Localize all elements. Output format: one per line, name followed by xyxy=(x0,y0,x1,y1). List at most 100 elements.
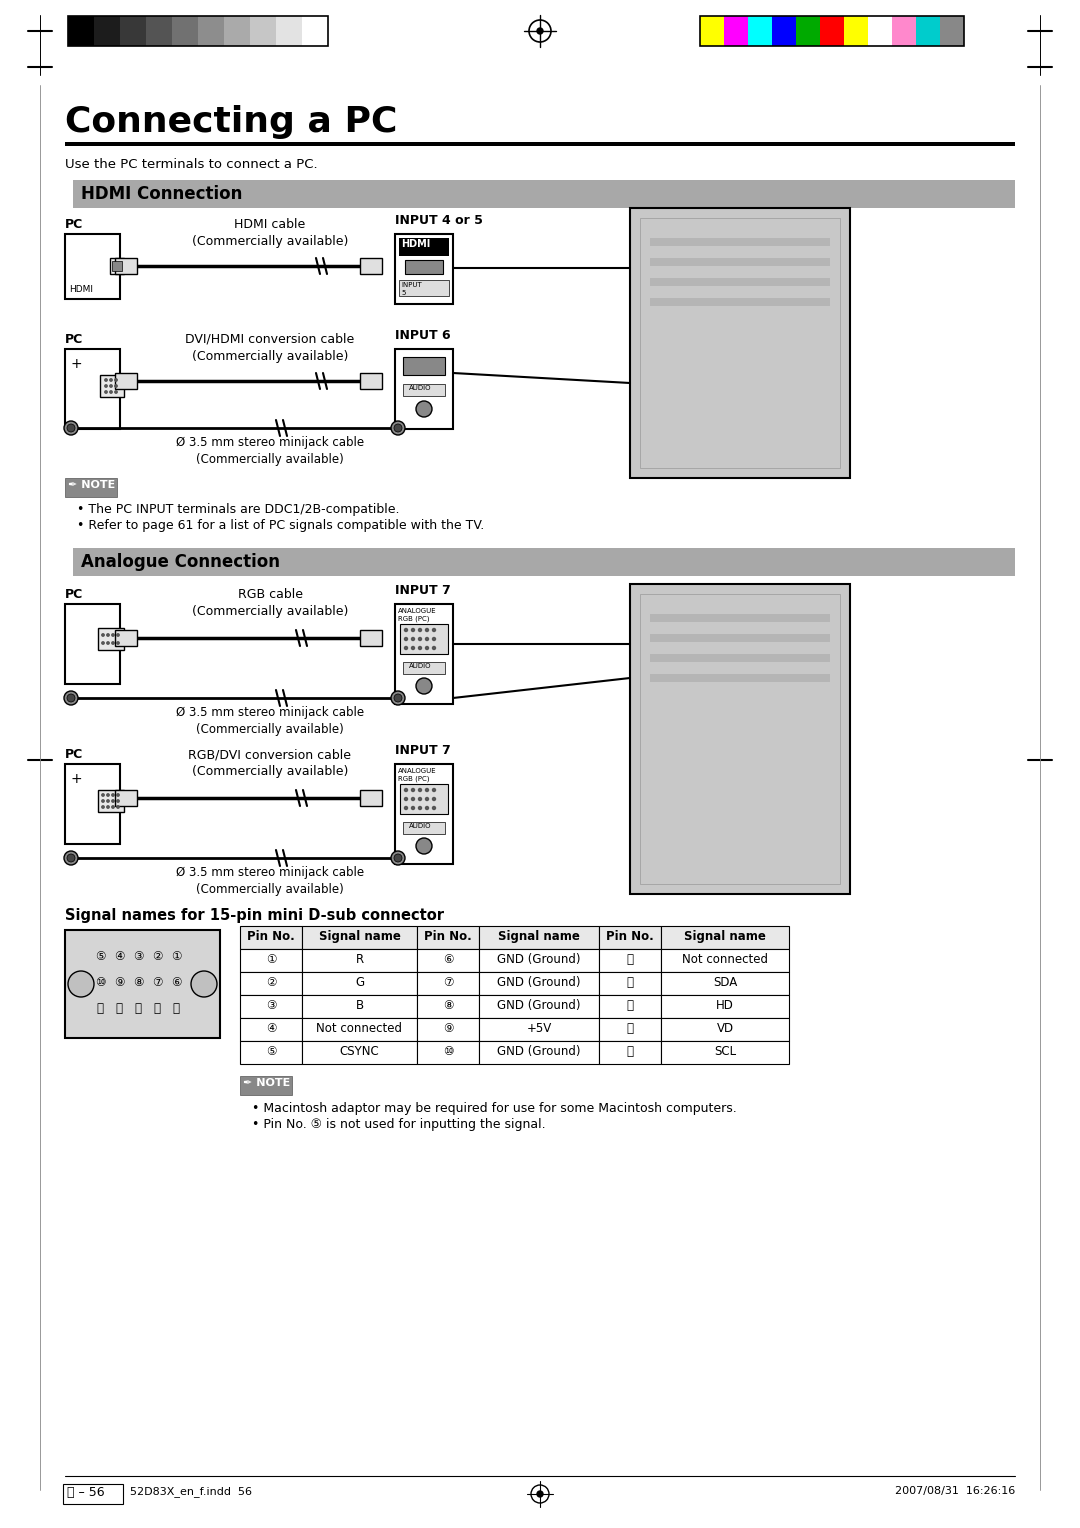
Text: ⑩: ⑩ xyxy=(95,976,105,989)
Bar xyxy=(650,298,831,306)
Circle shape xyxy=(394,423,402,432)
Circle shape xyxy=(105,385,107,387)
Text: RGB/DVI conversion cable
(Commercially available): RGB/DVI conversion cable (Commercially a… xyxy=(189,749,351,778)
Text: ⑨: ⑨ xyxy=(443,1022,454,1034)
Bar xyxy=(630,208,850,478)
Text: RGB (PC): RGB (PC) xyxy=(399,614,430,622)
Bar xyxy=(650,238,831,246)
Circle shape xyxy=(537,1491,543,1497)
Bar xyxy=(403,358,445,374)
Bar xyxy=(240,995,302,1018)
Text: ANALOGUE: ANALOGUE xyxy=(399,769,436,775)
Bar xyxy=(661,926,789,949)
Bar xyxy=(112,261,122,270)
Circle shape xyxy=(117,799,119,802)
Bar xyxy=(302,972,417,995)
Circle shape xyxy=(405,646,407,649)
Bar xyxy=(98,790,124,811)
Text: ⑥: ⑥ xyxy=(171,976,181,989)
Text: R: R xyxy=(355,953,364,966)
Text: ③: ③ xyxy=(266,999,276,1012)
Circle shape xyxy=(191,970,217,996)
Circle shape xyxy=(117,805,119,808)
Bar xyxy=(661,972,789,995)
Bar xyxy=(405,260,443,274)
Text: INPUT
5: INPUT 5 xyxy=(401,283,422,296)
Circle shape xyxy=(432,798,435,801)
Bar xyxy=(599,926,661,949)
Bar xyxy=(599,1041,661,1063)
Bar xyxy=(661,1018,789,1041)
Text: +: + xyxy=(70,772,82,785)
Bar xyxy=(240,1041,302,1063)
Bar xyxy=(240,949,302,972)
Bar xyxy=(916,15,940,46)
Text: G: G xyxy=(355,976,364,989)
Text: ⑮: ⑮ xyxy=(96,1002,104,1015)
Text: ⑧: ⑧ xyxy=(443,999,454,1012)
Circle shape xyxy=(117,795,119,796)
Bar xyxy=(240,926,302,949)
Bar xyxy=(360,790,382,805)
Bar xyxy=(302,995,417,1018)
Circle shape xyxy=(432,807,435,810)
Circle shape xyxy=(432,788,435,792)
Text: GND (Ground): GND (Ground) xyxy=(497,1045,581,1057)
Text: ✒ NOTE: ✒ NOTE xyxy=(243,1077,291,1088)
Text: ⑥: ⑥ xyxy=(443,953,454,966)
Bar xyxy=(172,15,198,46)
Circle shape xyxy=(64,691,78,704)
Text: B: B xyxy=(355,999,364,1012)
Circle shape xyxy=(419,646,421,649)
Bar xyxy=(65,549,1015,576)
Circle shape xyxy=(432,637,435,640)
Text: RGB (PC): RGB (PC) xyxy=(399,775,430,781)
Circle shape xyxy=(419,628,421,631)
Bar xyxy=(599,1018,661,1041)
Bar xyxy=(650,614,831,622)
Bar xyxy=(65,234,120,299)
Circle shape xyxy=(426,637,429,640)
Bar xyxy=(114,790,137,805)
Bar xyxy=(120,15,146,46)
Circle shape xyxy=(405,807,407,810)
Text: SCL: SCL xyxy=(714,1045,737,1057)
Circle shape xyxy=(102,805,104,808)
Circle shape xyxy=(112,642,114,645)
Text: 52D83X_en_f.indd  56: 52D83X_en_f.indd 56 xyxy=(130,1487,252,1497)
Bar xyxy=(276,15,302,46)
Bar xyxy=(417,995,480,1018)
Bar xyxy=(399,238,449,257)
Text: ⑦: ⑦ xyxy=(443,976,454,989)
Text: ⑩: ⑩ xyxy=(443,1045,454,1057)
Text: RGB cable
(Commercially available): RGB cable (Commercially available) xyxy=(192,588,348,617)
Circle shape xyxy=(411,646,415,649)
Circle shape xyxy=(67,423,75,432)
Circle shape xyxy=(411,798,415,801)
Circle shape xyxy=(411,807,415,810)
Bar xyxy=(114,258,137,274)
Text: ⑤: ⑤ xyxy=(95,950,105,963)
Text: PC: PC xyxy=(65,749,83,761)
Bar xyxy=(599,995,661,1018)
Text: ②: ② xyxy=(266,976,276,989)
Text: CSYNC: CSYNC xyxy=(339,1045,379,1057)
Circle shape xyxy=(107,795,109,796)
Bar xyxy=(395,764,453,863)
Circle shape xyxy=(102,634,104,636)
Bar xyxy=(399,280,449,296)
Bar xyxy=(65,180,1015,208)
Bar xyxy=(302,926,417,949)
Text: INPUT 7: INPUT 7 xyxy=(395,584,450,597)
Circle shape xyxy=(117,634,119,636)
Circle shape xyxy=(426,646,429,649)
Bar xyxy=(65,931,220,1038)
Bar xyxy=(403,384,445,396)
Circle shape xyxy=(114,379,118,380)
Text: ⑪: ⑪ xyxy=(626,953,634,966)
Text: Pin No.: Pin No. xyxy=(424,931,472,943)
Circle shape xyxy=(391,851,405,865)
Circle shape xyxy=(411,628,415,631)
Bar xyxy=(700,15,724,46)
Bar xyxy=(65,764,120,843)
